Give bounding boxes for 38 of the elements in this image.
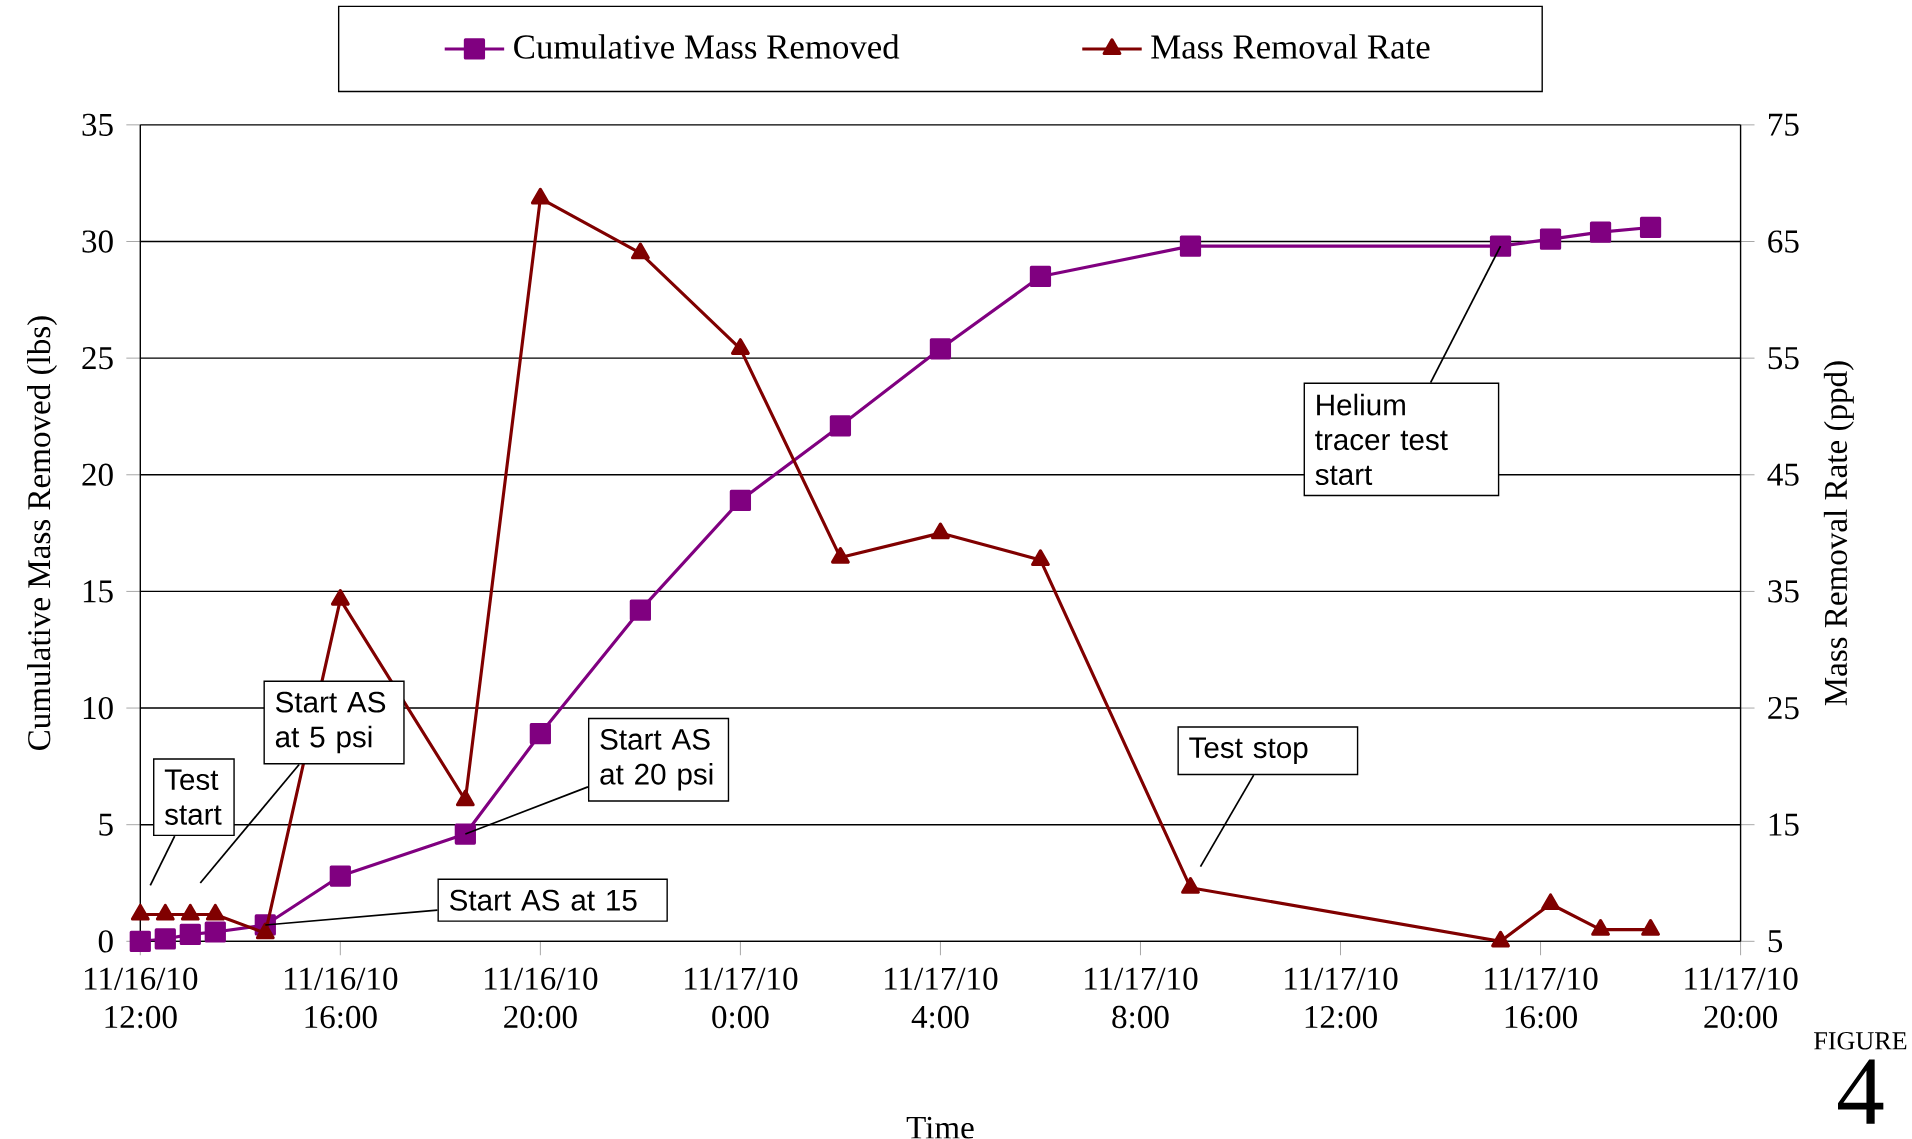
x-tick-label: 11/17/10 16:00 bbox=[1485, 967, 1598, 1029]
y-tick-label: 35 bbox=[82, 113, 113, 137]
x-tick-label: 11/16/10 12:00 bbox=[84, 967, 198, 1029]
y-tick-label: 25 bbox=[82, 347, 113, 370]
y-tick-label: 20 bbox=[82, 463, 113, 487]
annotation: Start AS at 15 bbox=[449, 890, 637, 911]
annotation: Start AS at 20 psi bbox=[600, 729, 713, 791]
y-axis-title: Cumulative Mass Removed (lbs) bbox=[27, 316, 58, 751]
y2-tick-label: 65 bbox=[1768, 230, 1799, 253]
y2-tick-label: 75 bbox=[1769, 114, 1799, 137]
annotation: Test start bbox=[164, 769, 222, 826]
y2-tick-label: 35 bbox=[1768, 580, 1799, 603]
text: 4 bbox=[1838, 1059, 1884, 1124]
x-tick-label: 11/17/10 20:00 bbox=[1685, 967, 1798, 1029]
x-axis-title: Time bbox=[906, 1116, 974, 1139]
annotation: Helium tracer test start bbox=[1315, 393, 1448, 486]
y2-axis-title: Mass Removal Rate (ppd) bbox=[1823, 361, 1854, 706]
annotation: Start AS at 5 psi bbox=[275, 691, 386, 754]
y2-tick-label: 25 bbox=[1768, 697, 1799, 720]
y-tick-label: 5 bbox=[99, 813, 113, 836]
legend-label: Mass Removal Rate bbox=[1151, 34, 1430, 59]
y2-tick-label: 15 bbox=[1769, 813, 1799, 837]
annotation: Test stop bbox=[1189, 737, 1308, 765]
y2-tick-label: 45 bbox=[1767, 463, 1799, 487]
x-tick-label: 11/16/10 20:00 bbox=[485, 967, 598, 1029]
legend-label: Cumulative Mass Removed bbox=[514, 34, 900, 59]
y-tick-label: 0 bbox=[98, 930, 113, 953]
x-tick-label: 11/17/10 8:00 bbox=[1085, 967, 1198, 1029]
x-tick-label: 11/17/10 0:00 bbox=[685, 967, 798, 1029]
y2-tick-label: 5 bbox=[1768, 930, 1783, 953]
y2-tick-label: 55 bbox=[1768, 347, 1799, 370]
y-tick-label: 15 bbox=[83, 580, 113, 603]
y-tick-label: 30 bbox=[82, 230, 113, 253]
text: FIGURE bbox=[1814, 1032, 1907, 1050]
x-tick-label: 11/17/10 12:00 bbox=[1285, 967, 1398, 1029]
x-tick-label: 11/16/10 16:00 bbox=[285, 967, 398, 1029]
y-tick-label: 10 bbox=[83, 697, 113, 720]
x-tick-label: 11/17/10 4:00 bbox=[885, 967, 998, 1029]
